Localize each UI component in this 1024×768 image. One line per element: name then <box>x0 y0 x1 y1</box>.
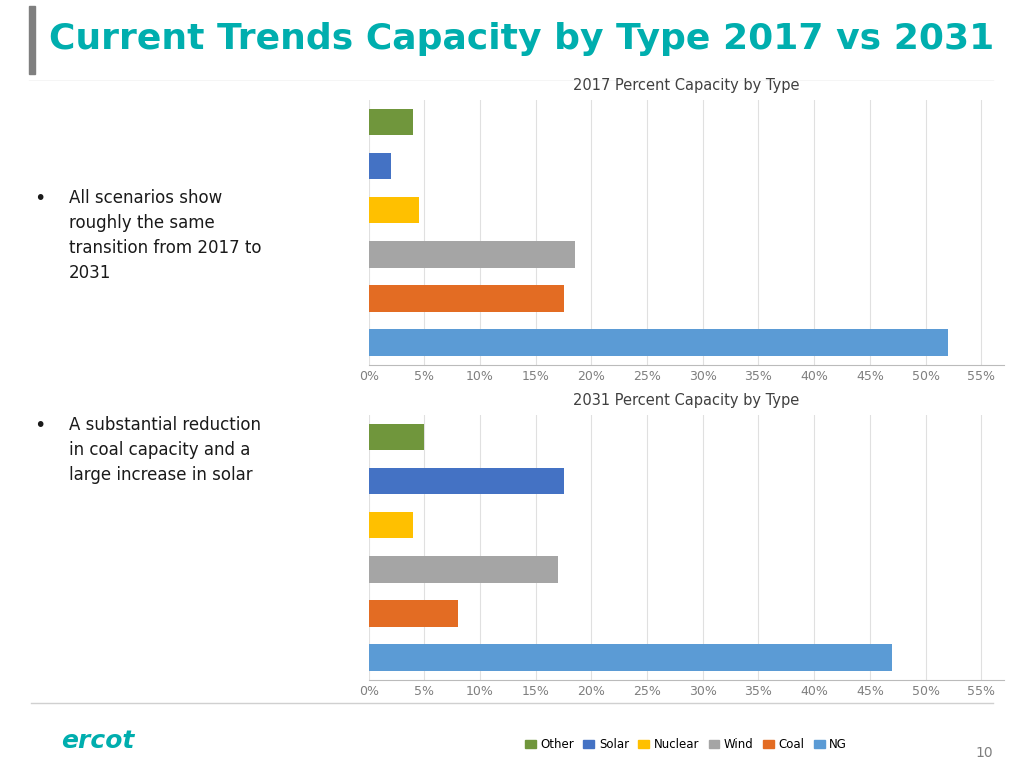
Bar <box>369 512 414 538</box>
Bar <box>369 109 414 135</box>
Title: 2031 Percent Capacity by Type: 2031 Percent Capacity by Type <box>573 393 799 408</box>
Text: •: • <box>35 189 46 208</box>
Text: 10: 10 <box>976 746 993 760</box>
Bar <box>369 556 558 583</box>
Bar <box>369 601 458 627</box>
Bar <box>369 644 892 671</box>
Bar <box>369 197 419 223</box>
Bar <box>369 329 948 356</box>
Bar <box>369 153 391 180</box>
Title: 2017 Percent Capacity by Type: 2017 Percent Capacity by Type <box>572 78 800 93</box>
Text: A substantial reduction
in coal capacity and a
large increase in solar: A substantial reduction in coal capacity… <box>70 416 261 485</box>
Text: •: • <box>35 416 46 435</box>
Bar <box>29 6 35 74</box>
Text: All scenarios show
roughly the same
transition from 2017 to
2031: All scenarios show roughly the same tran… <box>70 189 262 282</box>
Legend: Other, Solar, Nuclear, Wind, Coal, NG: Other, Solar, Nuclear, Wind, Coal, NG <box>520 733 852 756</box>
Text: ercot: ercot <box>61 729 135 753</box>
Bar <box>369 241 574 268</box>
Bar <box>369 468 563 495</box>
Text: Current Trends Capacity by Type 2017 vs 2031: Current Trends Capacity by Type 2017 vs … <box>49 22 994 56</box>
Bar <box>369 424 424 450</box>
Legend: Other, Solar, Nuclear, Wind, Coal, NG: Other, Solar, Nuclear, Wind, Coal, NG <box>520 419 852 441</box>
Bar <box>369 286 563 312</box>
